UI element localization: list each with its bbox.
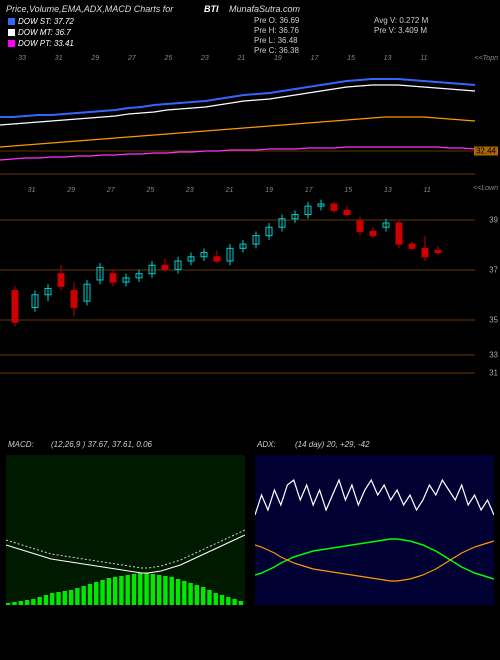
chart-symbol: BTI [204,4,219,14]
candle-chart [0,185,475,375]
ema-chart [0,55,475,175]
macd-values: (12,26,9 ) 37.67, 37.61, 0.06 [51,440,152,449]
adx-chart [255,455,494,605]
ema-panel: <<Topn 333129272523211917151311 32.44 [0,55,500,175]
stats-vol: Avg V: 0.272 MPre V: 3.409 M [374,16,428,36]
legend-item: DOW ST: 37.72 [8,16,74,27]
chart-header: Price,Volume,EMA,ADX,MACD Charts for BTI… [4,2,496,42]
chart-site: MunafaSutra.com [229,4,300,14]
legend: DOW ST: 37.72DOW MT: 36.7DOW PT: 33.41 [8,16,74,49]
macd-title: MACD: [8,440,34,449]
legend-item: DOW PT: 33.41 [8,38,74,49]
ema-corner-label: <<Topn [475,55,499,62]
macd-panel: MACD: (12,26,9 ) 37.67, 37.61, 0.06 [6,455,245,605]
stats-ohlc: Pre O: 36.69Pre H: 36.76Pre L: 36.48Pre … [254,16,299,56]
adx-title: ADX: [257,440,276,449]
chart-title-prefix: Price,Volume,EMA,ADX,MACD Charts for [6,4,173,14]
indicator-row: MACD: (12,26,9 ) 37.67, 37.61, 0.06 ADX:… [0,455,500,655]
adx-panel: ADX: (14 day) 20, +29, -42 [255,455,494,605]
legend-item: DOW MT: 36.7 [8,27,74,38]
adx-values: (14 day) 20, +29, -42 [295,440,370,449]
ema-highlight-value: 32.44 [474,147,498,156]
candle-corner-label: <<Lown [473,185,498,192]
candle-panel: <<Lown 3937353331 3129272523211917151311 [0,185,500,375]
macd-chart [6,455,245,605]
